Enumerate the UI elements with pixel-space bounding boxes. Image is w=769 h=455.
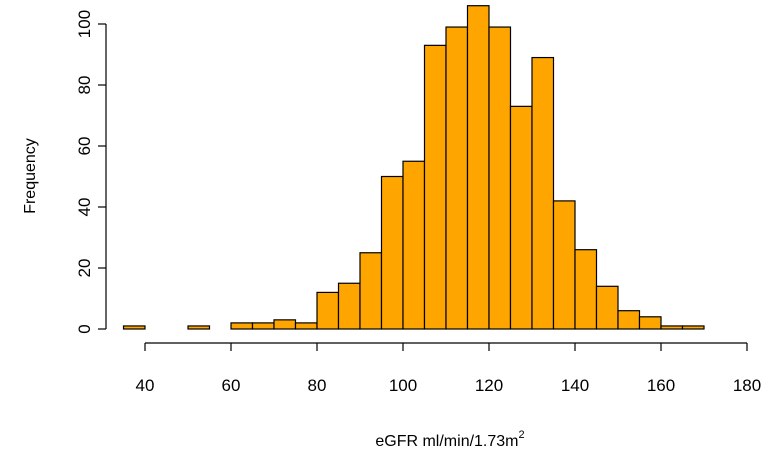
y-tick-label: 60 <box>75 137 94 156</box>
histogram-bar <box>574 249 598 330</box>
x-tick-label: 80 <box>308 376 327 395</box>
x-tick-label: 180 <box>733 376 761 395</box>
y-axis-label: Frequency <box>22 138 39 214</box>
histogram-bar <box>380 175 404 330</box>
histogram-bar <box>595 285 619 330</box>
histogram-bar <box>466 5 490 330</box>
histogram-bar <box>531 56 555 330</box>
histogram-bar <box>359 252 383 330</box>
histogram-bar <box>509 105 533 330</box>
x-tick-label: 120 <box>475 376 503 395</box>
histogram-bar <box>681 325 705 330</box>
histogram-bar <box>638 316 662 330</box>
y-tick-label: 20 <box>75 259 94 278</box>
histogram-bar <box>187 325 211 330</box>
histogram-bar <box>552 200 576 330</box>
y-axis: 0 20 40 60 80 100 <box>75 10 107 334</box>
histogram-bar <box>423 44 447 330</box>
x-tick-label: 160 <box>647 376 675 395</box>
histogram-bar <box>273 319 297 330</box>
histogram-bar <box>445 26 469 330</box>
histogram-bar <box>337 282 361 330</box>
x-axis: 40 60 80 100 120 140 160 180 <box>136 342 761 395</box>
bars-group <box>122 5 705 330</box>
y-tick-label: 80 <box>75 76 94 95</box>
histogram-bar <box>251 322 275 330</box>
x-axis-label: eGFR ml/min/1.73m2 <box>375 429 524 450</box>
histogram-bar <box>660 325 684 330</box>
histogram-bar <box>488 26 512 330</box>
histogram-bar <box>316 291 340 330</box>
histogram-bar <box>617 310 641 330</box>
x-tick-label: 60 <box>222 376 241 395</box>
x-tick-label: 40 <box>136 376 155 395</box>
y-tick-label: 40 <box>75 198 94 217</box>
histogram-bar <box>294 322 318 330</box>
histogram-bar <box>402 160 426 330</box>
x-tick-label: 100 <box>389 376 417 395</box>
y-tick-label: 0 <box>75 324 94 333</box>
y-tick-label: 100 <box>75 10 94 38</box>
histogram-bar <box>122 325 146 330</box>
histogram-bar <box>230 322 254 330</box>
x-tick-label: 140 <box>561 376 589 395</box>
